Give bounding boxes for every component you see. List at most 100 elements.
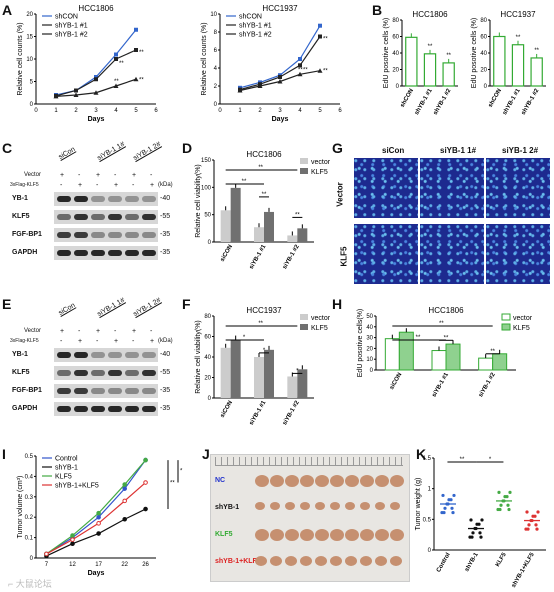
blot-band [125, 352, 139, 358]
chart-D-bar [287, 235, 298, 242]
tumor-sample [390, 475, 404, 487]
chart-H-bar [492, 353, 508, 371]
tumor-sample [255, 475, 269, 487]
chart-I-ytick-label: 0 [30, 556, 34, 562]
tumor-sample [360, 502, 370, 510]
panel-letter-g: G [332, 140, 343, 156]
blot-sign: - [78, 328, 81, 335]
tumor-sample [390, 529, 404, 541]
chart-A2-annotation: ** [323, 37, 328, 43]
blot-row-label: GAPDH [12, 249, 38, 256]
chart-H-legend-label: KLF5 [513, 325, 530, 332]
chart-I-point [96, 521, 101, 526]
micro-col-siyb1-1: siYB-1 1# [440, 146, 477, 155]
blot-band [142, 232, 156, 238]
chart-A2-point [278, 75, 282, 79]
chart-K-point [535, 527, 539, 531]
chart-D-ytick-label: 0 [208, 240, 212, 246]
tumor-sample [285, 556, 297, 566]
blot-band [57, 388, 71, 394]
chart-D-annotation: ** [242, 179, 247, 185]
chart-B1-ytick-label: 80 [392, 18, 399, 24]
chart-A1-point [113, 83, 119, 88]
chart-F-xtick-label: siYB-1 #1 [249, 399, 268, 426]
chart-K-xtick-label: shYB-1+KLF5 [511, 551, 536, 589]
tumor-sample [390, 502, 400, 510]
chart-A1-point [94, 77, 98, 82]
chart-I-point [122, 498, 127, 504]
chart-B2-ytick-label: 60 [480, 35, 487, 41]
micro-row-klf5: KLF5 [339, 246, 349, 267]
blot-band [57, 352, 71, 358]
chart-H-annotation: ** [416, 335, 421, 341]
chart-A2-point [257, 83, 263, 88]
chart-I-annotation: ** [170, 481, 175, 487]
chart-A1-annotation: ** [119, 61, 124, 67]
blot-c-vector-label: Vector [24, 172, 42, 178]
chart-K-xtick-label: KLF5 [495, 551, 508, 568]
chart-A2-point [318, 34, 322, 39]
blot-sign: - [60, 182, 63, 189]
panel-letter-b: B [372, 2, 383, 18]
chart-F-legend-swatch [300, 314, 308, 320]
blot-band [125, 388, 139, 394]
blot-band [74, 250, 88, 256]
blot-band [125, 250, 139, 256]
western-blot-e: siCon siYB-1 1# siYB-1 2# Vector 3xFlag-… [8, 297, 178, 416]
chart-A2-annotation: ** [303, 67, 308, 73]
chart-A2-ytick-label: 8 [214, 30, 218, 36]
tumor-sample [270, 556, 282, 566]
chart-B1-xtick-label: shYB-1 #2 [433, 87, 453, 116]
chart-D-legend-label: KLF5 [311, 169, 328, 176]
blot-sign: + [60, 172, 65, 179]
chart-F-bar [230, 339, 241, 398]
chart-I-point [96, 510, 101, 516]
chart-F-xtick-label: siCON [220, 400, 234, 419]
chart-A2-annotation: ** [298, 67, 303, 73]
chart-K-point [498, 507, 502, 512]
chart-H-bar [445, 343, 461, 371]
chart-K-ytick-label: 1.5 [423, 456, 432, 462]
chart-I-point [96, 514, 101, 520]
chart-F-bar [254, 357, 264, 398]
tumor-sample [375, 556, 387, 566]
chart-I-point [44, 551, 49, 557]
chart-I-annotation: * [180, 468, 183, 474]
chart-F-legend-label: vector [311, 315, 331, 322]
blot-band [74, 370, 88, 376]
chart-H-xtick-label: siYB-1 #2 [478, 371, 497, 398]
chart-H-ytick-label: 20 [366, 346, 373, 352]
tumor-sample [345, 475, 359, 487]
chart-D-ytick-label: 50 [204, 213, 211, 219]
micro-col-siyb1-2: siYB-1 2# [502, 146, 539, 155]
tumor-sample [255, 502, 265, 510]
tumor-sample [255, 529, 269, 541]
tumor-sample [255, 556, 267, 566]
chart-A1-xtick-label: 5 [134, 108, 138, 114]
chart-A2-ytick-label: 4 [214, 66, 218, 72]
chart-I-legend-label: shYB-1 [55, 465, 78, 472]
chart-I-ytick-label: 0.5 [25, 454, 34, 460]
blot-band [108, 250, 122, 256]
blot-row-label: GAPDH [12, 405, 38, 412]
chart-K-ytick-label: 0.5 [423, 517, 432, 523]
chart-I-point [143, 506, 148, 512]
chart-F-annotation: ** [258, 321, 263, 327]
chart-D-legend-swatch [300, 168, 308, 174]
chart-A2-legend-label: shCON [239, 14, 262, 21]
microscopy-image [420, 224, 484, 284]
chart-D-ylabel: Relative cell viability(%) [195, 164, 202, 238]
tumor-sample [315, 529, 329, 541]
chart-A2-ytick-label: 10 [210, 12, 217, 18]
chart-A2-xlabel: Days [272, 116, 289, 123]
chart-A2-point [298, 63, 302, 68]
chart-B2-bar [530, 57, 543, 87]
microscopy-image [354, 224, 418, 284]
blot-kda-marker: -35 [160, 405, 171, 412]
chart-A2-point [317, 68, 323, 73]
blot-band [108, 352, 122, 358]
blot-sign: - [96, 182, 99, 189]
blot-band [57, 406, 71, 412]
chart-B2-xtick-label: shYB-1 #1 [502, 87, 522, 116]
chart-I-xlabel: Days [88, 570, 105, 577]
